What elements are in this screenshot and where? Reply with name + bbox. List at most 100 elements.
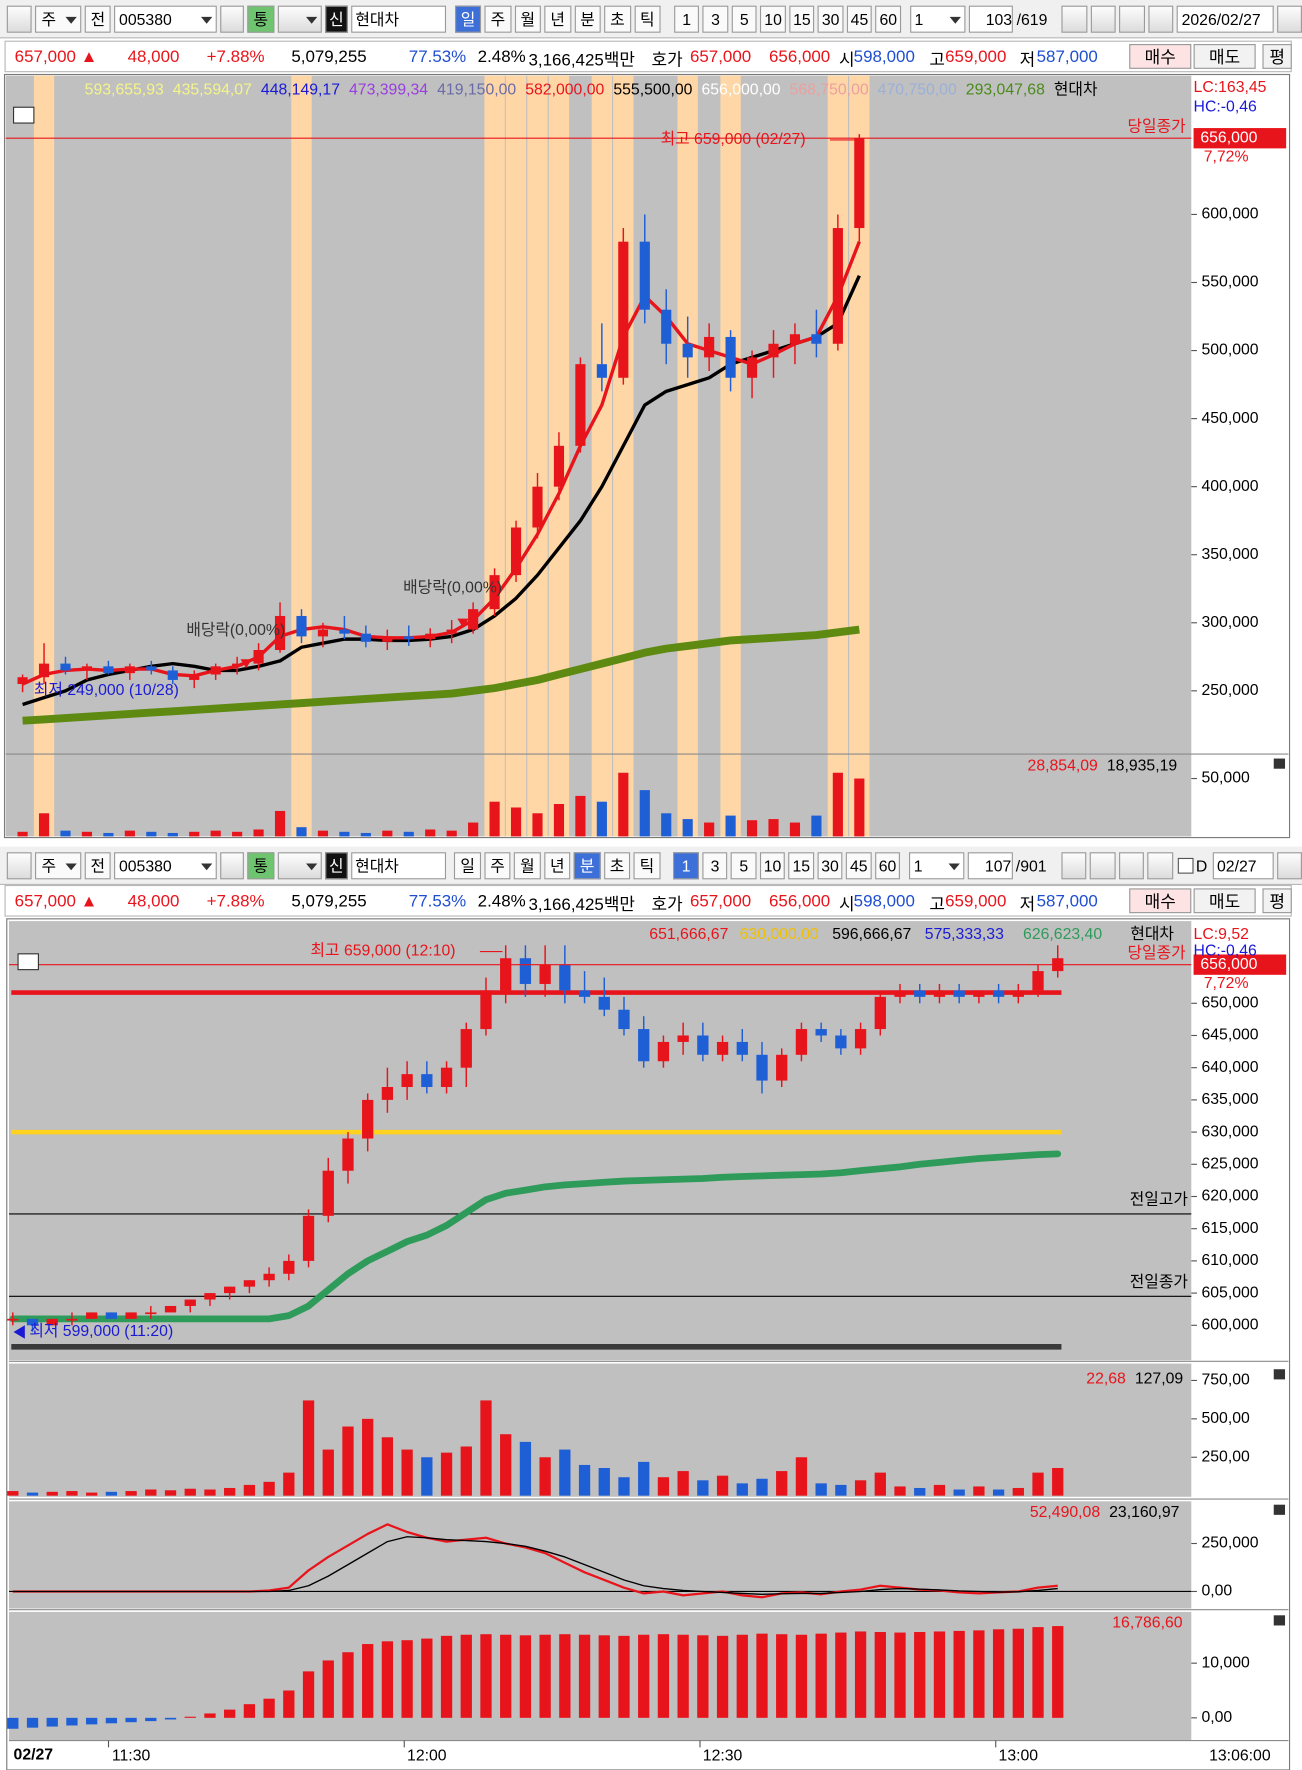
tool-button[interactable] <box>1148 5 1174 33</box>
tool-button[interactable] <box>1119 5 1145 33</box>
search-button[interactable] <box>219 851 244 879</box>
count-select[interactable]: 1 <box>909 851 965 879</box>
period-button[interactable]: 분 <box>573 851 601 879</box>
code-input[interactable]: 005380 <box>114 5 217 33</box>
candle-body <box>253 649 264 664</box>
date-checkbox[interactable]: D <box>1176 852 1209 879</box>
interval-button[interactable]: 30 <box>817 851 843 879</box>
sound-button[interactable] <box>277 851 322 879</box>
record-position[interactable]: 103 <box>969 5 1014 33</box>
chart-type-button[interactable]: 통 <box>247 5 275 33</box>
record-position[interactable]: 107 <box>968 851 1013 879</box>
interval-button[interactable]: 1 <box>673 5 700 33</box>
strength-bar <box>401 1640 413 1718</box>
interval-button[interactable]: 3 <box>702 5 729 33</box>
order-button[interactable]: 매수 <box>1129 888 1192 914</box>
candle-body <box>125 1312 137 1319</box>
order-button[interactable]: 매도 <box>1193 44 1256 69</box>
code-input[interactable]: 005380 <box>114 851 217 879</box>
candle-body <box>322 1170 334 1216</box>
calendar-button[interactable] <box>1277 851 1302 879</box>
period-button[interactable]: 일 <box>454 5 482 33</box>
search-button[interactable] <box>219 5 245 33</box>
interval-button[interactable]: 10 <box>760 5 786 33</box>
tool-button[interactable] <box>1147 851 1173 879</box>
info-text: 587,000 <box>1036 47 1098 67</box>
volume-bar <box>519 1441 532 1496</box>
market-select[interactable]: 주 <box>34 851 82 879</box>
close-box <box>1273 1369 1286 1380</box>
candle-body <box>578 990 591 997</box>
interval-button[interactable]: 3 <box>702 851 728 879</box>
candle-body <box>532 486 543 528</box>
volume-bar <box>26 1492 39 1496</box>
legend-value: 16,786,60 <box>1112 1614 1183 1631</box>
sound-button[interactable] <box>277 5 322 33</box>
tool-button[interactable] <box>1061 851 1087 879</box>
new-badge[interactable]: 신 <box>325 851 348 879</box>
info-text: 5,079,255 <box>291 891 367 911</box>
calendar-button[interactable] <box>1277 5 1302 33</box>
window-icon[interactable] <box>6 851 32 879</box>
order-button[interactable]: 평 <box>1262 44 1292 69</box>
interval-button[interactable]: 5 <box>731 5 757 33</box>
period-button[interactable]: 틱 <box>634 5 661 33</box>
interval-button[interactable]: 15 <box>788 851 814 879</box>
tool-button[interactable] <box>1089 851 1116 879</box>
strength-bar <box>243 1704 256 1718</box>
order-button[interactable]: 매도 <box>1193 888 1256 914</box>
new-badge[interactable]: 신 <box>325 5 348 33</box>
date-input[interactable]: 2026/02/27 <box>1177 5 1275 33</box>
window-icon[interactable] <box>6 5 32 33</box>
date-input[interactable]: 02/27 <box>1212 851 1275 879</box>
interval-button[interactable]: 10 <box>759 851 786 879</box>
count-select[interactable]: 1 <box>909 5 966 33</box>
market-select[interactable]: 주 <box>34 5 82 33</box>
order-button[interactable]: 평 <box>1262 888 1292 914</box>
candle-body <box>682 343 693 358</box>
chart-type-button[interactable]: 통 <box>247 851 274 879</box>
period-button[interactable]: 틱 <box>633 851 661 879</box>
volume-bar <box>596 801 607 837</box>
mode-button[interactable]: 전 <box>84 5 112 33</box>
order-button[interactable]: 매수 <box>1129 44 1192 69</box>
name-input[interactable]: 현대차 <box>350 851 446 879</box>
interval-button[interactable]: 60 <box>875 5 901 33</box>
interval-button[interactable]: 5 <box>731 851 757 879</box>
period-button[interactable]: 년 <box>544 851 571 879</box>
name-input[interactable]: 현대차 <box>350 5 446 33</box>
info-text: 3,166,425백만 <box>528 50 635 70</box>
interval-button[interactable]: 30 <box>817 5 844 33</box>
candle-body <box>105 1312 118 1319</box>
period-button[interactable]: 주 <box>484 5 512 33</box>
period-button[interactable]: 월 <box>514 851 541 879</box>
y-tick-label: 10,000 <box>1201 1654 1250 1671</box>
period-button[interactable]: 초 <box>604 5 631 33</box>
strength-bar <box>86 1717 98 1725</box>
legend-value: 630,000,00 <box>740 926 819 943</box>
info-text: 5,079,255 <box>291 47 367 67</box>
interval-button[interactable]: 15 <box>789 5 815 33</box>
interval-button[interactable]: 45 <box>846 851 872 879</box>
lc-label: LC:163,45 <box>1194 79 1267 96</box>
info-text: 48,000 <box>127 47 180 67</box>
interval-button[interactable]: 60 <box>874 851 901 879</box>
period-button[interactable]: 분 <box>574 5 601 33</box>
interval-button[interactable]: 45 <box>846 5 873 33</box>
period-button[interactable]: 초 <box>603 851 631 879</box>
tool-button[interactable] <box>1118 851 1144 879</box>
period-button[interactable]: 일 <box>454 851 481 879</box>
tool-button[interactable] <box>1090 5 1117 33</box>
period-button[interactable]: 년 <box>544 5 571 33</box>
record-total[interactable]: /619 <box>1016 9 1048 28</box>
record-total[interactable]: /901 <box>1015 856 1047 875</box>
tool-button[interactable] <box>1061 5 1088 33</box>
candle-body <box>164 1305 177 1313</box>
mode-button[interactable]: 전 <box>84 851 112 879</box>
period-button[interactable]: 월 <box>514 5 542 33</box>
volume-bar <box>381 1437 394 1496</box>
candle-body <box>874 996 886 1030</box>
period-button[interactable]: 주 <box>484 851 511 879</box>
interval-button[interactable]: 1 <box>673 851 699 879</box>
candle-body <box>638 1029 650 1062</box>
